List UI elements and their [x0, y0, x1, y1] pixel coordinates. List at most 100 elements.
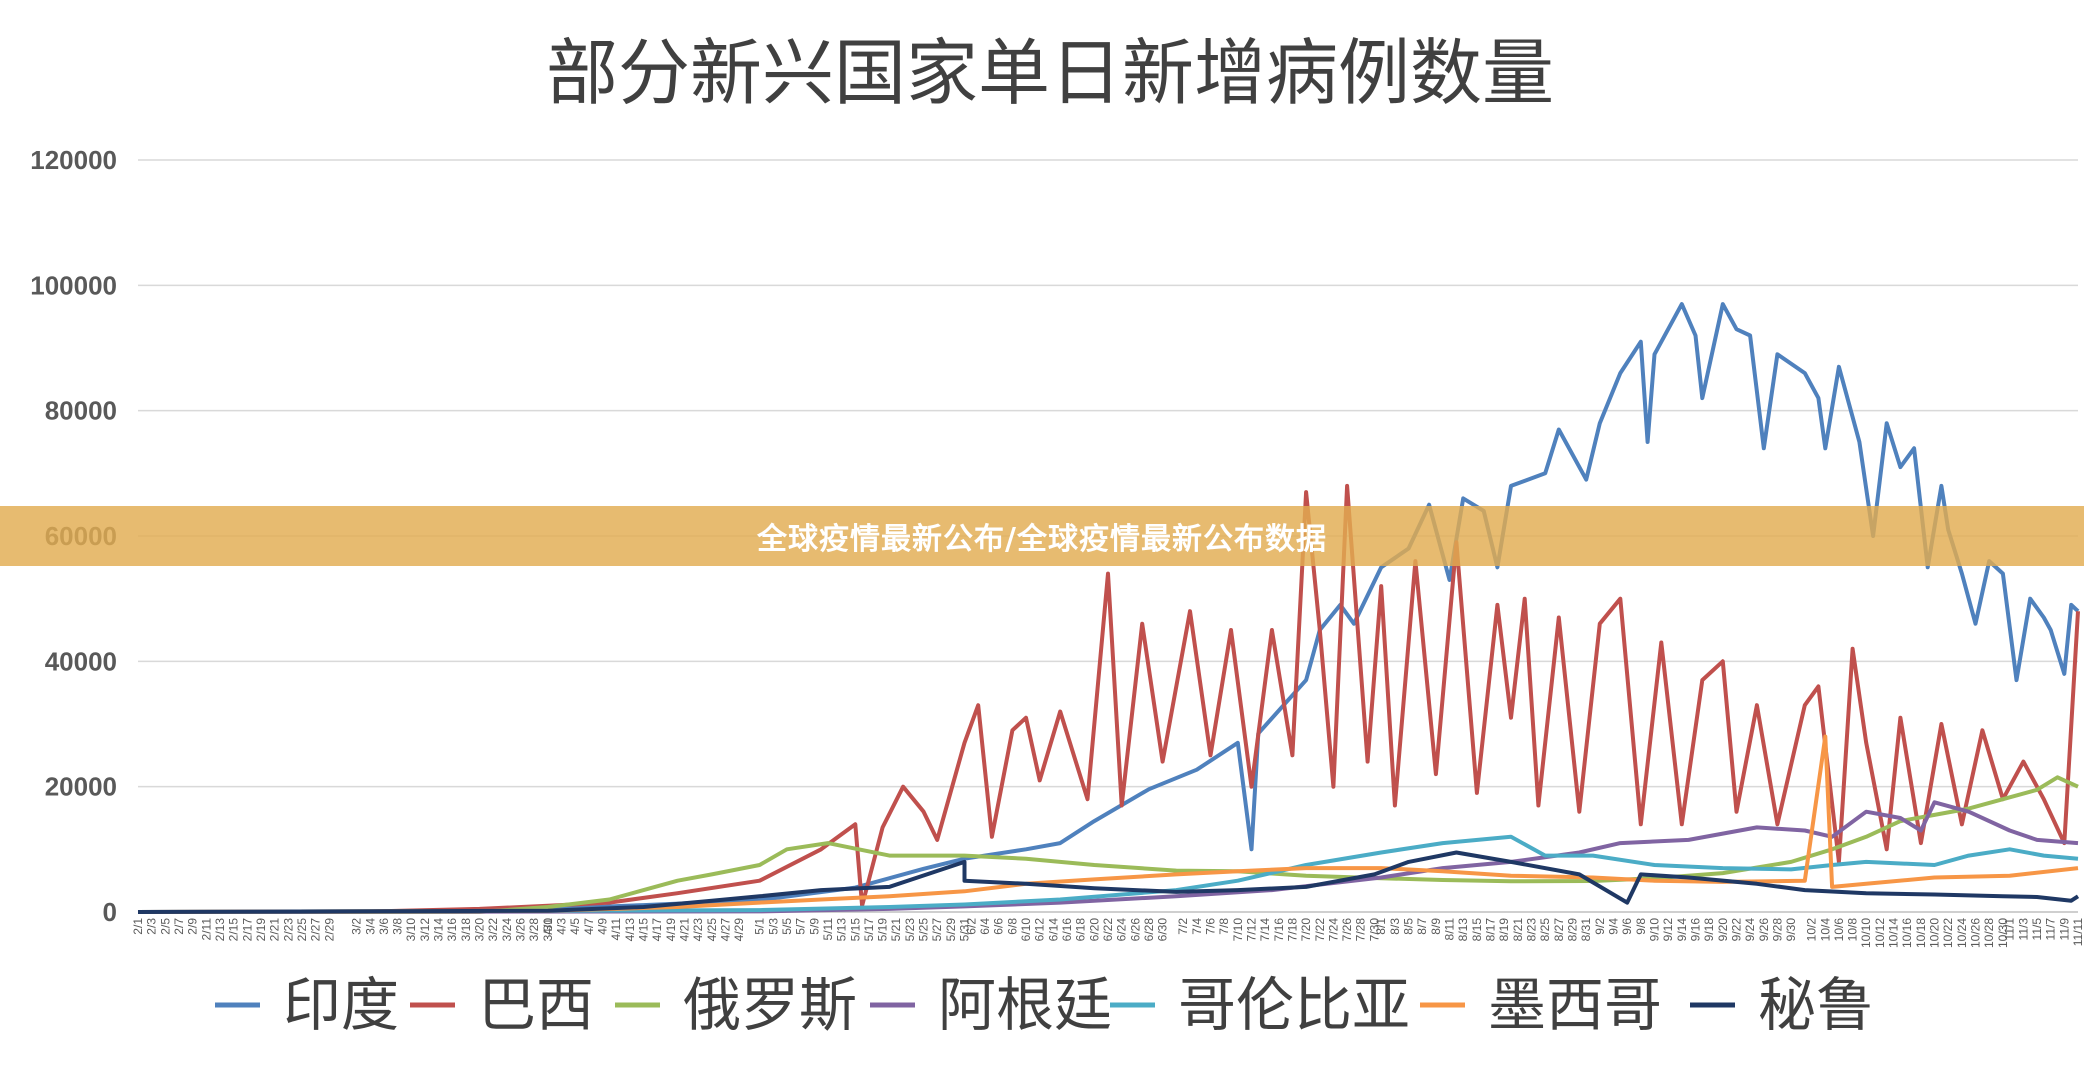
x-tick-label: 6/26: [1128, 918, 1142, 942]
series-line-阿根廷: [137, 800, 2079, 914]
legend-label: 印度: [283, 971, 399, 1039]
x-tick-label: 3/28: [527, 918, 541, 942]
x-tick-label: 7/24: [1326, 918, 1340, 942]
x-tick-label: 2/1: [131, 918, 145, 935]
x-tick-label: 4/27: [718, 918, 732, 942]
x-tick-label: 5/31: [958, 918, 972, 942]
x-tick-label: 3/14: [432, 918, 446, 942]
x-tick-label: 5/25: [917, 918, 931, 942]
x-tick-label: 10/18: [1914, 918, 1928, 948]
x-tick-label: 9/8: [1634, 918, 1648, 935]
x-axis-ticks: 2/1 2/3 2/5 2/7 2/9 2/11 2/13 2/15 2/17 2/19 2/21 2…: [131, 918, 2084, 948]
x-tick-label: 8/27: [1552, 918, 1566, 942]
x-tick-label: 5/5: [780, 918, 794, 935]
x-tick-label: 11/11: [2071, 918, 2084, 947]
x-tick-label: 7/28: [1354, 918, 1368, 942]
x-tick-label: 7/16: [1272, 918, 1286, 942]
x-tick-label: 7/4: [1190, 918, 1204, 935]
y-tick-label: 0: [103, 897, 117, 927]
x-tick-label: 5/11: [821, 918, 835, 941]
legend-label: 俄罗斯: [683, 971, 857, 1039]
x-tick-label: 10/6: [1832, 918, 1846, 942]
x-tick-label: 3/30: [541, 918, 555, 942]
series-line-墨西哥: [137, 734, 2079, 914]
series-line-秘鲁: [137, 850, 2080, 914]
x-tick-label: 2/9: [186, 918, 200, 935]
x-tick-label: 6/12: [1033, 918, 1047, 942]
x-tick-label: 2/3: [145, 918, 159, 935]
x-tick-label: 8/1: [1374, 918, 1388, 935]
x-tick-label: 8/9: [1429, 918, 1443, 935]
x-tick-label: 2/29: [322, 918, 336, 942]
x-tick-label: 9/18: [1702, 918, 1716, 942]
legend-label: 巴西: [478, 971, 594, 1039]
x-tick-label: 8/29: [1566, 918, 1580, 942]
x-tick-label: 9/24: [1743, 918, 1757, 942]
x-tick-label: 2/23: [281, 918, 295, 942]
x-tick-label: 4/9: [596, 918, 610, 935]
x-tick-label: 10/4: [1818, 918, 1832, 942]
x-tick-label: 9/22: [1729, 918, 1743, 942]
legend: 印度 巴西 俄罗斯 阿根廷 哥伦比亚 墨西哥 秘鲁: [215, 971, 1874, 1039]
x-tick-label: 3/4: [363, 918, 377, 935]
series-lines: [137, 302, 2080, 914]
x-tick-label: 9/30: [1784, 918, 1798, 942]
x-tick-label: 7/6: [1203, 918, 1217, 935]
x-tick-label: 9/2: [1593, 918, 1607, 935]
x-tick-label: 8/23: [1525, 918, 1539, 942]
x-tick-label: 4/15: [636, 918, 650, 942]
x-tick-label: 6/30: [1156, 918, 1170, 942]
x-tick-label: 7/22: [1313, 918, 1327, 942]
x-tick-label: 9/20: [1716, 918, 1730, 942]
x-tick-label: 7/2: [1176, 918, 1190, 935]
x-tick-label: 8/15: [1470, 918, 1484, 942]
x-tick-label: 7/18: [1285, 918, 1299, 942]
x-tick-label: 5/21: [889, 918, 903, 942]
legend-label: 阿根廷: [938, 971, 1112, 1039]
x-tick-label: 9/26: [1757, 918, 1771, 942]
x-tick-label: 6/28: [1142, 918, 1156, 942]
x-tick-label: 9/10: [1647, 918, 1661, 942]
x-tick-label: 6/2: [964, 918, 978, 935]
x-tick-label: 6/20: [1087, 918, 1101, 942]
x-tick-label: 8/19: [1497, 918, 1511, 942]
x-tick-label: 6/4: [978, 918, 992, 935]
x-tick-label: 10/22: [1941, 918, 1955, 948]
x-tick-label: 4/5: [568, 918, 582, 935]
x-tick-label: 8/21: [1511, 918, 1525, 942]
x-tick-label: 10/24: [1955, 918, 1969, 948]
x-tick-label: 6/8: [1005, 918, 1019, 935]
x-tick-label: 6/16: [1060, 918, 1074, 942]
x-tick-label: 8/25: [1538, 918, 1552, 942]
x-tick-label: 5/17: [862, 918, 876, 942]
x-tick-label: 4/13: [623, 918, 637, 942]
x-tick-label: 7/8: [1217, 918, 1231, 935]
legend-label: 哥伦比亚: [1178, 971, 1410, 1039]
series-line-巴西: [138, 483, 2080, 914]
banner-text: 全球疫情最新公布/全球疫情最新公布数据: [757, 522, 1327, 557]
x-tick-label: 4/23: [691, 918, 705, 942]
x-tick-label: 11/3: [2016, 918, 2030, 941]
x-tick-label: 2/21: [268, 918, 282, 942]
x-tick-label: 6/18: [1074, 918, 1088, 942]
x-tick-label: 10/12: [1873, 918, 1887, 948]
y-tick-label: 80000: [45, 396, 117, 426]
y-tick-label: 100000: [30, 270, 117, 300]
x-tick-label: 9/28: [1770, 918, 1784, 942]
x-tick-label: 10/8: [1846, 918, 1860, 942]
x-tick-label: 5/7: [794, 918, 808, 935]
x-tick-label: 7/20: [1299, 918, 1313, 942]
y-tick-label: 120000: [30, 145, 117, 175]
x-tick-label: 3/8: [391, 918, 405, 935]
x-tick-label: 4/17: [650, 918, 664, 942]
x-tick-label: 4/1: [541, 918, 555, 935]
x-tick-label: 9/14: [1675, 918, 1689, 942]
x-tick-label: 3/12: [418, 918, 432, 942]
x-tick-label: 5/13: [835, 918, 849, 942]
x-tick-label: 2/25: [295, 918, 309, 942]
x-tick-label: 4/19: [664, 918, 678, 942]
x-tick-label: 5/15: [848, 918, 862, 942]
x-tick-label: 8/5: [1402, 918, 1416, 935]
x-tick-label: 3/10: [404, 918, 418, 942]
x-tick-label: 4/25: [705, 918, 719, 942]
